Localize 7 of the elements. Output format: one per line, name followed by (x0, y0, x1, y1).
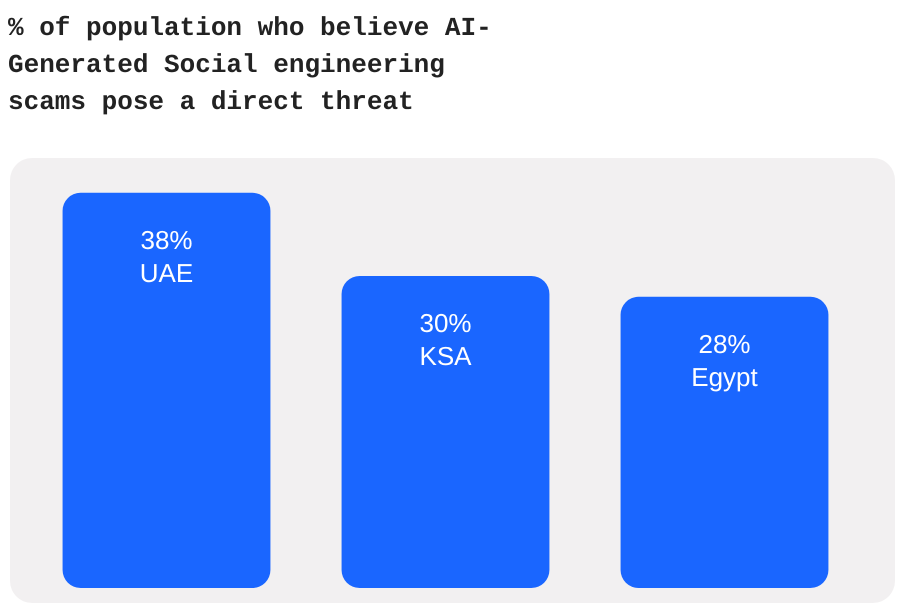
x-tick-label: KSA (419, 341, 472, 372)
data-label: 28% (698, 328, 751, 359)
x-tick-label: UAE (140, 258, 194, 288)
x-tick-label: Egypt (691, 362, 759, 392)
chart-title: % of population who believe AI-Generated Social engineering scams pose a direct threat (8, 12, 493, 119)
data-label: 38% (140, 224, 193, 255)
data-label: 30% (419, 308, 472, 338)
